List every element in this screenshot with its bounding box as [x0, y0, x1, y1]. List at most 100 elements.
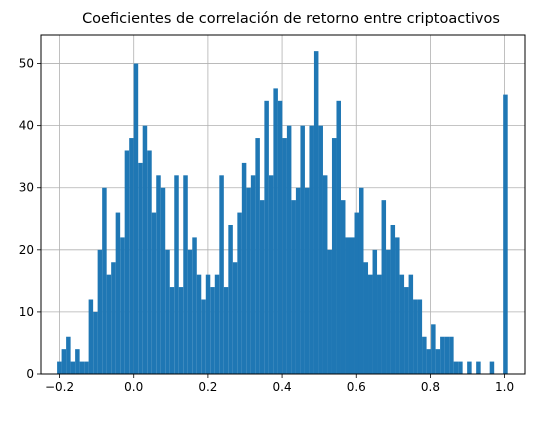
histogram-bar — [111, 262, 116, 374]
histogram-bar — [106, 274, 112, 374]
histogram-bar — [395, 237, 400, 374]
histogram-bar — [129, 138, 134, 374]
histogram-bar — [228, 224, 233, 374]
plot-frame — [40, 34, 526, 375]
histogram-bar — [250, 175, 256, 374]
y-tick-label: 0 — [26, 367, 34, 381]
histogram-bar — [192, 237, 197, 374]
y-axis: 0 10 20 30 40 50 — [19, 57, 41, 381]
histogram-bar — [120, 237, 125, 374]
histogram-bar — [84, 361, 89, 374]
histogram-bar — [390, 224, 396, 374]
histogram-bar — [282, 138, 287, 374]
x-tick-label: 0.8 — [421, 380, 440, 394]
histogram-bar — [151, 212, 157, 374]
x-axis: −0.2 0.0 0.2 0.4 0.6 0.8 1.0 — [45, 374, 514, 394]
histogram-bar — [93, 311, 98, 374]
histogram-bar — [124, 150, 130, 374]
bars-layer — [57, 51, 508, 375]
histogram-bar — [210, 287, 215, 374]
histogram-bar — [408, 274, 414, 374]
histogram-bar — [404, 287, 409, 374]
histogram-bar — [97, 249, 103, 374]
histogram-bar — [183, 175, 188, 374]
histogram-bar — [349, 237, 355, 374]
histogram-bar — [444, 336, 450, 374]
y-tick-label: 40 — [19, 119, 34, 133]
histogram-bar — [345, 237, 350, 374]
histogram-bar — [232, 262, 238, 374]
histogram-bar — [300, 125, 305, 375]
histogram-bar — [458, 361, 463, 374]
histogram-bar — [449, 336, 454, 374]
histogram-bar — [291, 200, 296, 374]
histogram-bar — [66, 336, 71, 374]
x-tick-label: 0.0 — [124, 380, 143, 394]
histogram-bar — [304, 187, 310, 374]
histogram-bar — [142, 125, 148, 375]
histogram-bar — [354, 212, 360, 374]
histogram-bar — [174, 175, 179, 374]
x-tick-label: 1.0 — [495, 380, 514, 394]
histogram-bar — [102, 187, 107, 374]
histogram-bar — [165, 249, 170, 374]
histogram-bar — [70, 361, 76, 374]
histogram-bar — [476, 361, 481, 374]
histogram-bar — [467, 361, 472, 374]
histogram-bar — [309, 125, 314, 375]
histogram-bar — [413, 299, 418, 374]
histogram-bar — [241, 162, 247, 374]
histogram-bar — [426, 349, 432, 374]
histogram-bar — [147, 150, 152, 374]
histogram-bar — [386, 249, 391, 374]
histogram-bar — [363, 262, 369, 374]
histogram-bar — [295, 187, 301, 374]
histogram-bar — [422, 336, 427, 374]
histogram-bar — [61, 349, 67, 374]
histogram-bar — [133, 63, 139, 375]
histogram-bar — [399, 274, 405, 374]
chart-title: Coeficientes de correlación de retorno e… — [82, 11, 500, 27]
x-tick-label: 0.2 — [198, 380, 217, 394]
histogram-bar — [79, 361, 85, 374]
histogram-bar — [318, 125, 323, 375]
histogram-bar — [340, 200, 346, 374]
histogram-bar — [381, 200, 387, 374]
histogram-bar — [246, 187, 251, 374]
histogram-bar — [313, 51, 319, 375]
histogram-bar — [57, 361, 62, 374]
histogram-bar — [489, 361, 495, 374]
histogram-bar — [223, 287, 229, 374]
histogram-bar — [273, 88, 278, 375]
histogram-bar — [187, 249, 193, 374]
histogram-bar — [219, 175, 224, 374]
histogram-bar — [160, 187, 166, 374]
histogram-bar — [264, 100, 269, 375]
x-tick-label: 0.6 — [347, 380, 366, 394]
histogram-bar — [259, 200, 265, 374]
histogram-bar — [286, 125, 292, 375]
histogram-bar — [503, 94, 508, 374]
histogram-bar — [358, 187, 364, 374]
y-tick-label: 20 — [19, 243, 34, 257]
histogram-bar — [336, 100, 341, 375]
histogram-bar — [178, 287, 184, 374]
histogram-bar — [417, 299, 423, 374]
histogram-bar — [327, 249, 332, 374]
y-tick-label: 50 — [19, 57, 34, 71]
histogram-bar — [201, 299, 206, 374]
histogram-bar — [268, 175, 274, 374]
histogram-bar — [88, 299, 94, 374]
histogram-bar — [431, 324, 436, 374]
histogram-bar — [75, 349, 80, 374]
histogram-bar — [138, 162, 143, 374]
y-tick-label: 10 — [19, 305, 34, 319]
histogram-bar — [277, 100, 283, 375]
histogram-bar — [372, 249, 378, 374]
x-tick-label: −0.2 — [45, 380, 74, 394]
histogram-bar — [237, 212, 242, 374]
histogram-bar — [435, 349, 441, 374]
histogram-bar — [156, 175, 161, 374]
x-tick-label: 0.4 — [273, 380, 292, 394]
